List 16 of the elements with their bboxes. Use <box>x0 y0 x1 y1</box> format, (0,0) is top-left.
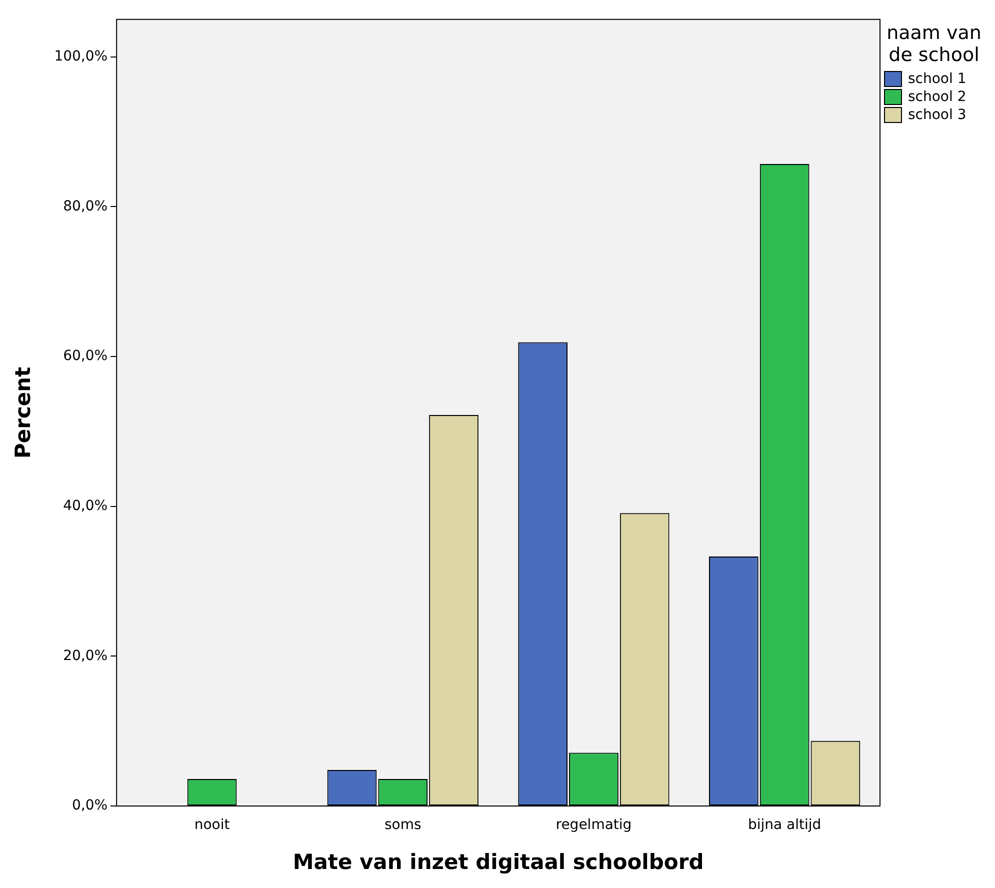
x-tick-label: nooit <box>194 817 230 834</box>
x-tick-label: bijna altijd <box>748 817 822 834</box>
y-tick-label: 40,0% <box>63 498 108 514</box>
y-axis-title: Percent <box>11 366 36 459</box>
x-axis-title: Mate van inzet digitaal schoolbord <box>292 850 704 874</box>
y-tick-label: 20,0% <box>63 648 108 664</box>
y-tick-label: 100,0% <box>54 48 108 64</box>
legend-title: naam van de school <box>886 22 982 66</box>
y-tick-label: 80,0% <box>63 198 108 214</box>
x-tick-label: soms <box>384 817 422 834</box>
legend-label: school 1 <box>908 71 966 87</box>
x-tick-label: regelmatig <box>556 817 632 834</box>
legend-label: school 3 <box>908 107 966 123</box>
legend-label: school 2 <box>908 89 966 105</box>
y-tick-label: 0,0% <box>72 798 108 814</box>
y-tick-label: 60,0% <box>63 348 108 364</box>
